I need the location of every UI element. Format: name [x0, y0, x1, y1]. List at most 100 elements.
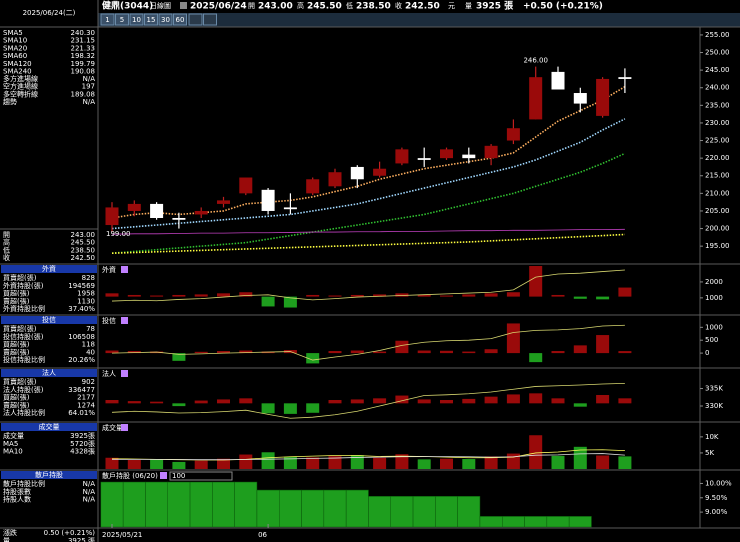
panel-icon[interactable] [160, 472, 167, 479]
panel-icon[interactable] [121, 424, 128, 431]
row-label: SMA10 [3, 37, 27, 45]
period-button[interactable] [129, 13, 144, 26]
row-value: 1958 [77, 290, 95, 298]
bar [239, 292, 253, 297]
period-button[interactable] [158, 13, 173, 26]
period-button[interactable] [115, 13, 129, 26]
row-label: 賣超(張) [3, 347, 30, 356]
bar [479, 516, 503, 528]
row-label: MA5 [3, 440, 18, 448]
bar [328, 400, 342, 404]
bar [261, 452, 275, 469]
stock-name: 健鼎(3044) [102, 0, 153, 12]
bar [462, 459, 476, 469]
row-value: 1130 [77, 297, 95, 305]
candle-body [328, 172, 342, 187]
bar [189, 481, 213, 528]
section-title: 投信 [42, 315, 56, 324]
section-header [1, 369, 97, 377]
section-header [1, 316, 97, 324]
bar [484, 349, 498, 354]
y-tick-label: 230.00 [705, 119, 730, 127]
sidebar-date: 2025/06/24(二) [23, 9, 76, 17]
bar [217, 293, 230, 297]
row-label: 漲跌 [3, 528, 17, 537]
quote-date: 2025/06/24 [190, 2, 247, 12]
y-tick-label: 1000 [705, 323, 723, 331]
panel-icon[interactable] [121, 317, 128, 324]
bar [529, 266, 543, 297]
bar [529, 435, 543, 469]
dropdown-value[interactable]: 100 [172, 472, 185, 480]
row-label: 買超(張) [3, 393, 30, 402]
panel-icon[interactable] [121, 266, 128, 273]
row-value: 194569 [68, 282, 95, 290]
bar [234, 481, 258, 528]
row-label: SMA240 [3, 68, 32, 76]
bar [127, 351, 141, 354]
row-value: 64.01% [68, 409, 95, 417]
y-tick-label: 200.00 [705, 225, 730, 233]
row-label: SMA5 [3, 29, 23, 37]
bar [440, 295, 453, 297]
bar [551, 398, 565, 404]
row-value: 902 [82, 378, 95, 386]
bar [462, 398, 476, 404]
bar [105, 350, 119, 354]
bar [529, 353, 543, 363]
row-value: N/A [83, 496, 96, 504]
row-value: N/A [83, 480, 96, 488]
row-value: 231.15 [71, 37, 96, 45]
period-button-label[interactable]: 30 [161, 16, 170, 24]
line [111, 382, 625, 419]
row-label: 持股張數 [3, 487, 31, 496]
bar [350, 294, 364, 297]
period-button-label[interactable]: 60 [176, 16, 185, 24]
bar [256, 489, 280, 528]
line [111, 324, 625, 361]
line [111, 152, 626, 254]
bar [194, 294, 208, 297]
bar [502, 516, 525, 528]
chart-kind: 日線圖 [150, 1, 171, 10]
period-button[interactable] [173, 13, 187, 26]
tool-button[interactable] [188, 13, 203, 26]
bar [127, 401, 141, 404]
bar [306, 403, 320, 413]
candle-body [261, 189, 275, 211]
y-tick-label: 10K [705, 433, 719, 441]
chart-area: 255.00 250.00 245.00 240.00 235.00 230.00 225.… [100, 31, 732, 539]
bar [551, 351, 565, 354]
bar [529, 393, 543, 404]
bar [150, 459, 164, 469]
bar [279, 489, 302, 528]
bar [150, 295, 164, 297]
x-tick-label: 2025/05/21 [102, 531, 142, 539]
quote-value: 238.50 [356, 2, 391, 12]
bar [462, 294, 476, 297]
row-value: 242.50 [71, 254, 96, 262]
candle-body [440, 149, 453, 159]
row-label: 買賣超(張) [3, 377, 37, 386]
panel-icon[interactable] [121, 370, 128, 377]
bar [345, 489, 369, 528]
bar [167, 481, 191, 528]
candle-body [551, 71, 565, 90]
period-button-label[interactable]: 15 [147, 16, 156, 24]
period-button-label[interactable]: 1 [105, 16, 109, 24]
candle-body [217, 200, 230, 204]
dropdown[interactable] [169, 471, 233, 481]
row-label: 空方進場線 [3, 82, 38, 91]
bar [301, 489, 325, 528]
bar [283, 296, 297, 308]
row-value: 245.50 [71, 239, 96, 247]
period-button-label[interactable]: 5 [120, 16, 124, 24]
period-button[interactable] [100, 13, 115, 26]
bar [150, 401, 164, 404]
row-value: N/A [83, 488, 96, 496]
period-button-label[interactable]: 10 [132, 16, 141, 24]
tool-button[interactable] [203, 13, 217, 26]
bar [390, 496, 414, 528]
period-button[interactable] [144, 13, 158, 26]
